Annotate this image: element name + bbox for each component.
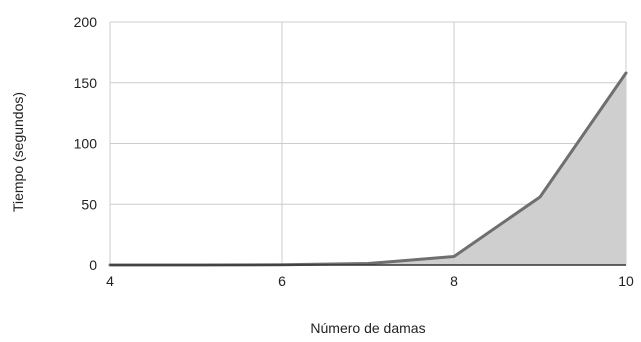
y-tick-label-50: 50 xyxy=(81,196,97,212)
x-tick-label-4: 4 xyxy=(106,273,114,289)
data-point-x9 xyxy=(539,195,542,198)
y-axis-title: Tiempo (segundos) xyxy=(10,92,26,212)
x-tick-label-8: 8 xyxy=(450,273,458,289)
x-tick-label-10: 10 xyxy=(618,273,634,289)
x-tick-label-6: 6 xyxy=(278,273,286,289)
data-point-x8 xyxy=(453,255,456,258)
y-tick-label-150: 150 xyxy=(74,75,98,91)
tick-label-layer: 0 50 100 150 200 4 6 8 10 xyxy=(74,14,634,289)
data-point-x10 xyxy=(625,72,628,75)
y-tick-label-100: 100 xyxy=(74,136,98,152)
x-axis-title: Número de damas xyxy=(310,320,425,336)
y-tick-label-200: 200 xyxy=(74,14,98,30)
area-layer xyxy=(108,71,628,267)
series-area-fill xyxy=(110,73,626,265)
y-tick-label-0: 0 xyxy=(89,257,97,273)
